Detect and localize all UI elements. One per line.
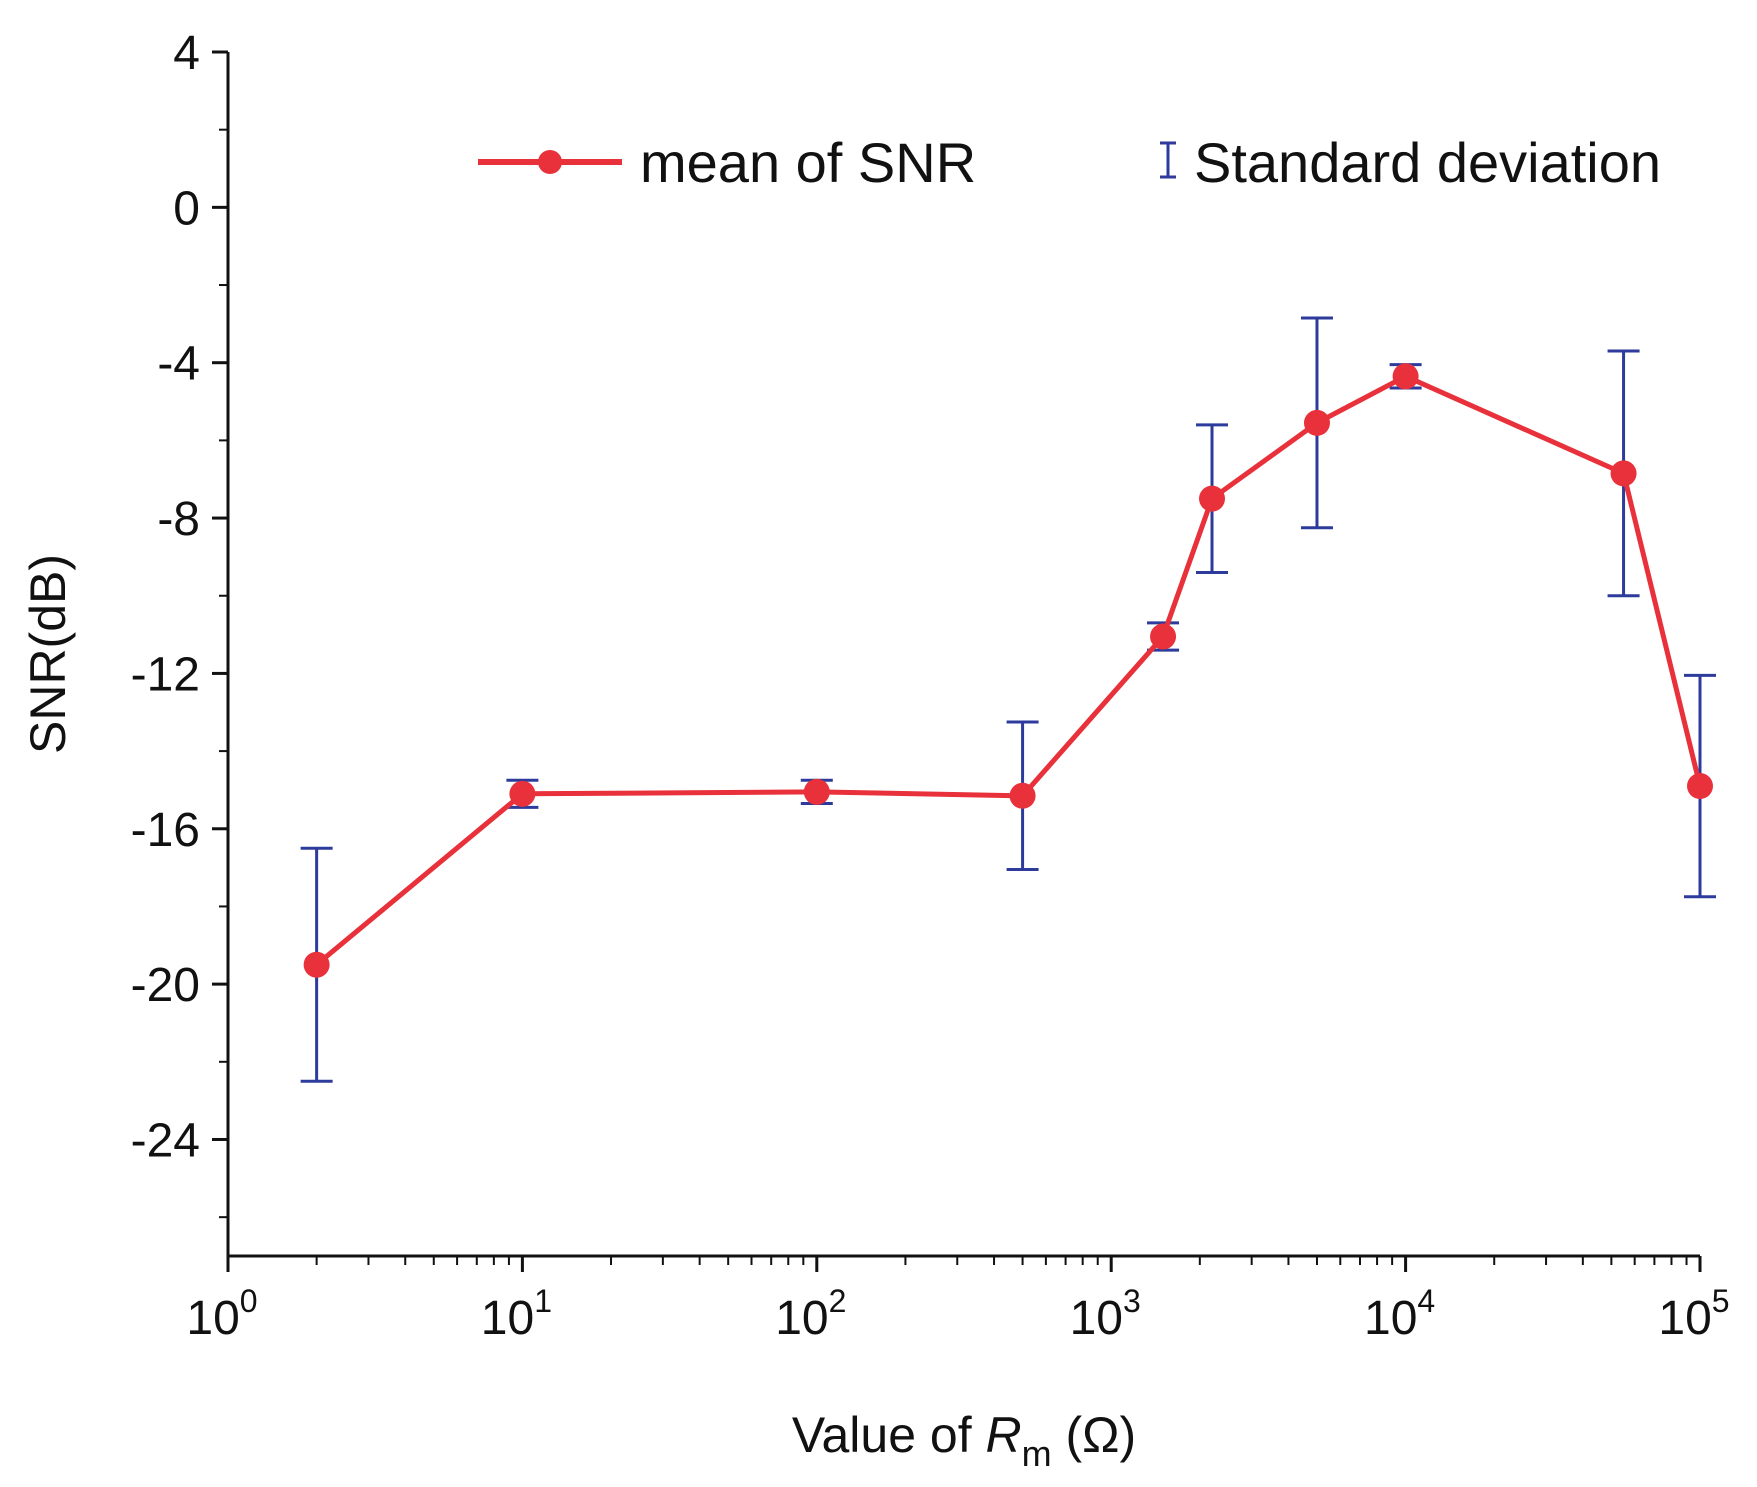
- y-tick-label: 0: [173, 182, 200, 235]
- x-tick-label: 101: [481, 1283, 552, 1345]
- series: [300, 316, 1716, 1083]
- y-tick-label: -16: [131, 804, 200, 857]
- x-axis-title-prefix: Value of: [792, 1407, 986, 1463]
- x-axis-title-symbol: R: [985, 1407, 1021, 1463]
- data-point: [1687, 773, 1713, 800]
- y-ticks: 4 0 -4 -8 -12 -16 -20 -24: [131, 27, 228, 1219]
- x-axis-title: Value of Rm (Ω): [792, 1407, 1136, 1474]
- legend-label-mean: mean of SNR: [640, 131, 976, 194]
- x-tick-label: 105: [1658, 1283, 1729, 1345]
- x-tick-label: 102: [775, 1283, 846, 1345]
- legend-label-std: Standard deviation: [1194, 131, 1661, 194]
- x-tick-label: 103: [1070, 1283, 1141, 1345]
- data-point: [1392, 363, 1419, 390]
- x-axis-title-subscript: m: [1022, 1433, 1052, 1474]
- y-axis-title: SNR(dB): [20, 554, 76, 754]
- x-axis-title-suffix: (Ω): [1052, 1407, 1137, 1463]
- data-point: [1610, 460, 1637, 487]
- data-point: [803, 778, 830, 805]
- data-point: [303, 951, 330, 978]
- data-point: [1009, 782, 1036, 809]
- y-tick-label: -4: [157, 338, 200, 391]
- y-tick-label: -12: [131, 648, 200, 701]
- y-tick-label: -8: [157, 493, 200, 546]
- x-ticks: 100 101 102 103 104 105: [186, 1256, 1730, 1345]
- series-line: [315, 373, 1703, 967]
- data-point: [1303, 409, 1330, 436]
- axes: [226, 52, 1700, 1258]
- legend-errorbar-swatch: [1160, 141, 1176, 179]
- y-tick-label: -20: [131, 959, 200, 1012]
- x-tick-label: 104: [1364, 1283, 1435, 1345]
- y-tick-label: 4: [173, 27, 200, 80]
- legend-marker-swatch: [538, 150, 562, 174]
- data-point: [509, 780, 536, 807]
- data-point: [1150, 623, 1177, 650]
- y-tick-label: -24: [131, 1114, 200, 1167]
- legend: mean of SNR Standard deviation: [478, 131, 1661, 194]
- data-point: [1199, 485, 1226, 512]
- x-tick-label: 100: [186, 1283, 257, 1345]
